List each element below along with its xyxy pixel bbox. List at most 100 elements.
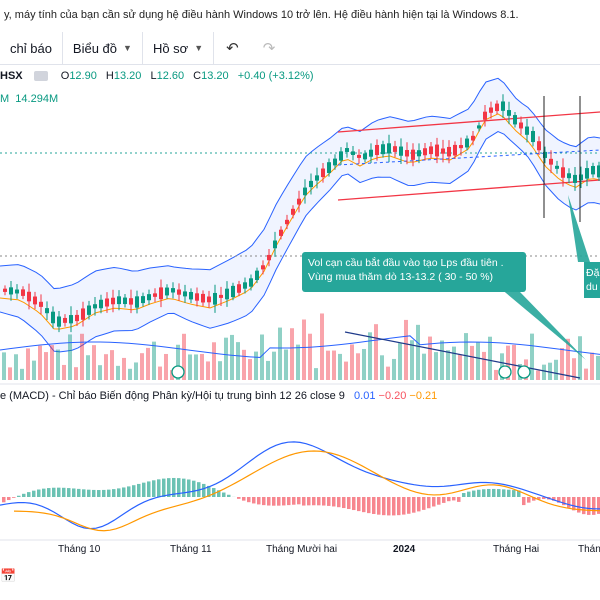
volume-bar <box>128 368 132 380</box>
candle-body <box>471 135 475 141</box>
macd-histogram-bar <box>422 497 426 510</box>
candle-body <box>75 314 79 322</box>
candle-body <box>177 289 181 295</box>
candle-body <box>261 265 265 270</box>
chart-type-button[interactable]: Biểu đồ ▼ <box>63 32 143 64</box>
candle-body <box>117 296 121 305</box>
macd-histogram-bar <box>252 497 256 504</box>
macd-histogram-bar <box>287 497 291 506</box>
volume-bar <box>248 359 252 380</box>
volume-bar <box>122 357 126 380</box>
low-value: 12.60 <box>156 70 185 82</box>
volume-bar <box>560 348 564 380</box>
volume-bar <box>74 367 78 380</box>
candle-body <box>327 162 331 173</box>
candle-body <box>237 284 241 293</box>
macd-histogram-bar <box>47 488 51 497</box>
indicators-label: chỉ báo <box>10 40 52 56</box>
macd-value: 0.01 <box>354 390 376 402</box>
macd-histogram-bar <box>297 497 301 505</box>
callout-pointer <box>568 195 590 262</box>
macd-histogram-bar <box>62 487 66 497</box>
candle-body <box>423 148 427 156</box>
macd-line <box>0 441 600 530</box>
volume-bar <box>2 352 6 380</box>
candle-body <box>255 270 259 281</box>
volume-bar <box>236 342 240 380</box>
calendar-icon[interactable]: 📅 <box>0 568 17 583</box>
axis-label: Tháng 10 <box>58 544 101 555</box>
macd-histogram-bar <box>217 490 221 497</box>
candle-body <box>363 153 367 160</box>
axis-label: Tháng Mười hai <box>266 544 338 555</box>
macd-histogram-bar <box>212 488 216 497</box>
macd-histogram-bar <box>577 497 581 513</box>
candle-body <box>159 287 163 300</box>
close-value: 13.20 <box>201 70 229 82</box>
volume-bar <box>530 333 534 380</box>
candle-body <box>333 158 337 166</box>
macd-histogram-bar <box>12 497 16 498</box>
volume-bar <box>20 368 24 380</box>
candle-body <box>501 101 505 111</box>
volume-bar <box>86 355 90 380</box>
macd-histogram-bar <box>407 497 411 514</box>
volume-bar <box>260 334 264 380</box>
volume-bar <box>242 349 246 380</box>
high-value: 13.20 <box>113 70 142 82</box>
macd-histogram-bar <box>77 488 81 497</box>
candle-body <box>183 291 187 297</box>
volume-bar <box>164 353 168 380</box>
candle-body <box>57 316 61 327</box>
macd-histogram-bar <box>152 480 156 497</box>
candle-body <box>9 287 13 295</box>
axis-label: Tháng <box>578 544 600 555</box>
annotation-callout-partial[interactable]: Đặ du <box>584 262 600 298</box>
candle-body <box>273 240 277 249</box>
volume-bar <box>584 368 588 380</box>
macd-histogram-bar <box>42 488 46 497</box>
redo-icon[interactable]: ↷ <box>262 40 276 57</box>
candle-body <box>129 298 133 305</box>
macd-histogram-bar <box>257 497 261 505</box>
indicators-button[interactable]: chỉ báo <box>0 32 63 64</box>
macd-histogram-bar <box>97 490 101 497</box>
macd-histogram-bar <box>317 497 321 506</box>
macd-histogram-bar <box>137 483 141 497</box>
callout-pointer <box>500 288 586 360</box>
volume-bar <box>68 334 72 380</box>
candle-body <box>15 289 19 294</box>
annotation-callout[interactable]: Vol cạn cầu bắt đầu vào tạo Lps đầu tiên… <box>302 252 526 292</box>
macd-histogram-bar <box>562 497 566 506</box>
macd-histogram-bar <box>367 497 371 514</box>
candle-body <box>417 150 421 157</box>
macd-histogram-bar <box>322 497 326 506</box>
candle-body <box>321 168 325 178</box>
visibility-toggle-icon[interactable] <box>33 71 48 82</box>
volume-bar <box>386 366 390 380</box>
macd-histogram-bar <box>262 497 266 506</box>
macd-histogram-bar <box>142 482 146 497</box>
candle-body <box>441 148 445 154</box>
volume-bar <box>8 367 12 380</box>
open-label: O <box>60 70 70 82</box>
candle-body <box>405 150 409 157</box>
volume-bar <box>26 348 30 380</box>
volume-bar <box>464 333 468 380</box>
candle-body <box>591 166 595 175</box>
volume-bar <box>410 340 414 380</box>
macd-histogram-bar <box>482 489 486 497</box>
close-label: C <box>193 70 202 82</box>
macd-histogram-bar <box>302 497 306 506</box>
macd-histogram-bar <box>202 483 206 497</box>
candle-body <box>249 278 253 287</box>
macd-histogram-bar <box>462 493 466 497</box>
candle-body <box>465 138 469 148</box>
candle-body <box>357 154 361 158</box>
profile-button[interactable]: Hồ sơ ▼ <box>143 32 215 64</box>
undo-icon[interactable]: ↶ <box>226 40 239 57</box>
candle-body <box>531 131 535 143</box>
macd-histogram-bar <box>87 489 91 497</box>
volume-bar <box>572 358 576 380</box>
